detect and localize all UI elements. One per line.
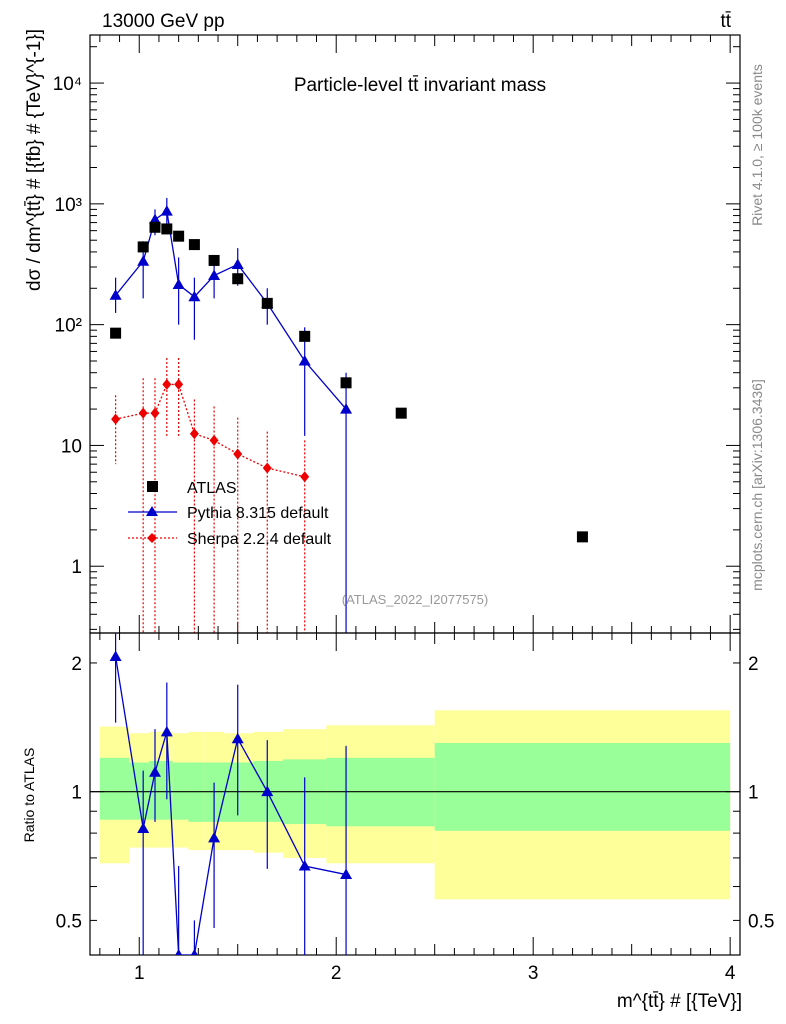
atlas-point xyxy=(137,241,149,253)
pythia-ratio-point xyxy=(137,822,150,834)
pythia-point xyxy=(149,213,161,225)
x-tick-label: 2 xyxy=(331,963,342,984)
sherpa-point xyxy=(233,448,243,460)
atlas-point xyxy=(299,330,311,342)
legend-label-atlas: ATLAS xyxy=(187,480,237,497)
sherpa-point xyxy=(189,428,199,440)
atlas-point xyxy=(261,297,273,309)
pythia-point xyxy=(160,205,173,216)
main-y-tick-label: 10³ xyxy=(55,195,82,216)
atlas-point xyxy=(188,239,200,251)
x-tick-label: 4 xyxy=(725,963,736,984)
legend-label-sherpa: Sherpa 2.2.4 default xyxy=(187,531,332,548)
pythia-line xyxy=(115,210,347,410)
pythia-point xyxy=(340,403,353,414)
pythia-point xyxy=(231,258,244,269)
process-label: tt̄ xyxy=(720,11,731,32)
sherpa-point xyxy=(209,434,219,446)
pythia-point xyxy=(208,269,221,281)
ratio-band-green xyxy=(434,742,731,831)
legend-marker-pythia xyxy=(146,506,158,516)
main-y-tick-label: 10 xyxy=(61,436,82,457)
x-tick-label: 3 xyxy=(528,963,539,984)
ratio-band-green xyxy=(149,760,159,820)
pythia-point xyxy=(298,355,311,366)
pythia-point xyxy=(137,255,150,266)
sherpa-point xyxy=(162,378,172,390)
pythia-ratio-point xyxy=(231,732,244,744)
pythia-ratio-point xyxy=(190,949,198,955)
sherpa-point xyxy=(262,462,272,474)
ratio-y-tick-label: 0.5 xyxy=(56,911,82,932)
sherpa-point xyxy=(138,407,148,419)
atlas-point xyxy=(110,327,122,339)
main-data-layer xyxy=(109,197,588,633)
rivet-version-label: Rivet 4.1.0, ≥ 100k events xyxy=(749,64,765,226)
legend-marker-sherpa xyxy=(147,533,157,543)
atlas-point xyxy=(161,223,173,235)
ratio-y-tick-label-right: 1 xyxy=(748,783,759,804)
ratio-y-tick-label-right: 0.5 xyxy=(748,911,774,932)
ratio-y-tick-label: 1 xyxy=(71,783,82,804)
pythia-ratio-line xyxy=(114,656,347,955)
pythia-ratio-point xyxy=(109,650,122,662)
sherpa-point xyxy=(111,413,121,425)
pythia-ratio-point xyxy=(340,868,353,880)
atlas-point xyxy=(340,377,352,389)
main-y-tick-label: 10² xyxy=(55,316,82,337)
collision-energy-label: 13000 GeV pp xyxy=(102,11,225,32)
ratio-panel: 0.5 0.5 1 1 2 2 1 2 3 4 xyxy=(56,632,774,984)
atlas-point xyxy=(149,221,161,233)
main-y-axis-label: dσ / dm^{tt̄} # [{fb} # {TeV}^{-1}] xyxy=(24,29,45,291)
atlas-point xyxy=(232,273,244,285)
pythia-point xyxy=(109,289,122,300)
pythia-ratio-point xyxy=(149,766,161,777)
ratio-y-tick-label: 2 xyxy=(71,654,82,675)
analysis-id-watermark: (ATLAS_2022_I2077575) xyxy=(342,592,488,607)
main-y-tick-label: 10⁴ xyxy=(53,74,82,95)
mcplots-credit-label: mcplots.cern.ch [arXiv:1306.3436] xyxy=(749,379,765,591)
sherpa-line xyxy=(115,383,305,478)
pythia-point xyxy=(188,290,201,302)
legend: ATLAS Pythia 8.315 default Sherpa 2.2.4 … xyxy=(128,480,332,548)
pythia-ratio-point xyxy=(160,725,173,737)
pythia-ratio-point xyxy=(298,860,311,871)
x-axis-label: m^{tt̄} # [{TeV}] xyxy=(617,991,742,1012)
sherpa-point xyxy=(174,378,184,390)
chart-title: Particle-level tt̄ invariant mass xyxy=(294,75,546,96)
atlas-point xyxy=(395,407,407,419)
ratio-y-tick-label-right: 2 xyxy=(748,654,759,675)
legend-label-pythia: Pythia 8.315 default xyxy=(187,505,329,522)
legend-marker-atlas xyxy=(147,481,158,492)
pythia-ratio-point xyxy=(208,831,221,843)
pythia-ratio-point xyxy=(175,949,183,955)
pythia-ratio-point xyxy=(261,785,274,797)
pythia-point xyxy=(172,278,185,289)
x-tick-label: 1 xyxy=(134,963,145,984)
main-panel: 1 10 10² 10³ 10⁴ xyxy=(53,34,741,634)
sherpa-point xyxy=(300,471,310,483)
ratio-data-layer xyxy=(109,633,353,955)
main-y-tick-label: 1 xyxy=(71,557,82,578)
atlas-point xyxy=(173,230,185,242)
sherpa-point xyxy=(150,407,160,419)
ratio-band-green xyxy=(99,757,130,820)
ratio-y-axis-label: Ratio to ATLAS xyxy=(21,748,37,843)
atlas-point xyxy=(576,531,588,543)
atlas-point xyxy=(208,254,220,266)
